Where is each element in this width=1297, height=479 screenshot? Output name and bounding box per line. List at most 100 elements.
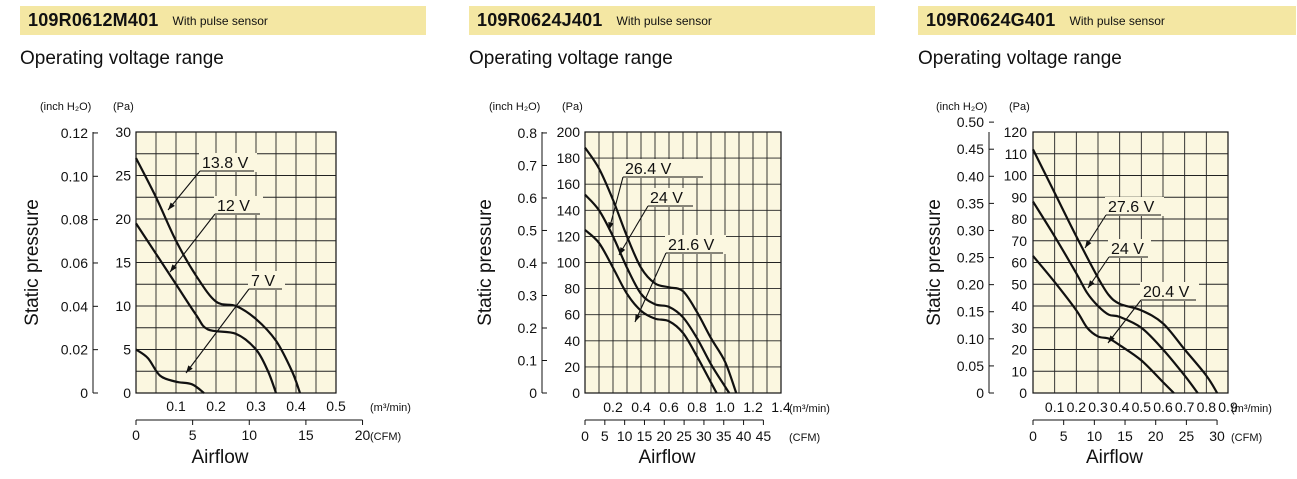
cfm-tick-label: 15: [1117, 428, 1133, 444]
pa-tick-label: 0: [1019, 385, 1027, 401]
cfm-tick-label: 0: [1029, 428, 1037, 444]
series-leader-line: [634, 252, 667, 323]
cfm-tick-label: 0: [581, 428, 589, 444]
m3-tick-label: 0.2: [1067, 399, 1087, 415]
pa-tick-label: 10: [1011, 363, 1027, 379]
cfm-tick-label: 30: [1209, 428, 1225, 444]
pa-tick-label: 60: [1011, 255, 1027, 271]
pa-tick-label: 110: [1005, 146, 1028, 162]
m3-tick-label: 0.6: [1153, 399, 1173, 415]
x-axis-label: Airflow: [191, 447, 248, 468]
cfm-tick-label: 45: [756, 428, 772, 444]
x-unit-m3: (m³/min): [1231, 403, 1272, 415]
m3-tick-label: 1.4: [771, 399, 791, 415]
pa-tick-label: 5: [123, 342, 131, 358]
x-axis-label: Airflow: [1086, 447, 1143, 468]
pq-curve-chart: Static pressure(inch H₂O) (Pa)00.050.100.…: [924, 101, 1272, 468]
series-label-bg: [1140, 282, 1199, 301]
series-line: [584, 147, 738, 394]
m3-tick-label: 0.3: [246, 398, 266, 414]
section-title: Operating voltage range: [918, 48, 1122, 69]
m3-tick-label: 0.9: [1218, 399, 1238, 415]
cfm-tick-label: 15: [637, 428, 653, 444]
m3-tick-label: 0.2: [206, 398, 226, 414]
m3-tick-label: 0.1: [1045, 399, 1065, 415]
inch-tick-label: 0.04: [61, 298, 88, 314]
pa-tick-label: 0: [572, 385, 580, 401]
inch-tick-label: 0.05: [957, 358, 984, 374]
pa-tick-label: 90: [1011, 189, 1027, 205]
pa-tick-label: 25: [115, 168, 131, 184]
inch-tick-label: 0.02: [61, 342, 88, 358]
series-line: [1032, 148, 1219, 394]
y-axis-label: Static pressure: [924, 199, 945, 326]
pa-tick-label: 0: [123, 385, 131, 401]
model-code: 109R0612M401: [28, 10, 159, 30]
y-unit-pa: (Pa): [113, 101, 134, 113]
m3-tick-label: 0.7: [1175, 399, 1195, 415]
inch-tick-label: 0.15: [957, 304, 984, 320]
inch-tick-label: 0.30: [957, 222, 984, 238]
x-axis-label: Airflow: [638, 447, 695, 468]
x-unit-cfm: (CFM): [370, 431, 401, 443]
inch-tick-label: 0.45: [957, 141, 984, 157]
pa-tick-label: 180: [557, 150, 581, 166]
m3-tick-label: 1.2: [743, 399, 763, 415]
m3-tick-label: 0.8: [687, 399, 707, 415]
cfm-tick-label: 15: [298, 427, 314, 443]
cfm-tick-label: 35: [716, 428, 732, 444]
series-label-bg: [199, 153, 257, 172]
cfm-tick-label: 10: [241, 427, 257, 443]
series-leader-arrow: [170, 264, 177, 272]
m3-tick-label: 0.5: [1132, 399, 1152, 415]
cfm-tick-label: 5: [1060, 428, 1068, 444]
inch-tick-label: 0.8: [518, 125, 538, 141]
series-leader-line: [608, 176, 624, 231]
x-unit-cfm: (CFM): [789, 432, 820, 444]
inch-tick-label: 0.08: [61, 212, 88, 228]
pa-tick-label: 15: [115, 255, 131, 271]
series-line: [584, 193, 731, 394]
inch-tick-label: 0.6: [518, 190, 538, 206]
model-code: 109R0624J401: [477, 10, 603, 30]
series-leader-arrow: [186, 365, 193, 373]
series-label-bg: [665, 235, 726, 254]
series-label-bg: [647, 188, 696, 207]
cfm-tick-label: 20: [1148, 428, 1164, 444]
model-note: With pulse sensor: [1069, 13, 1165, 28]
pa-tick-label: 40: [1011, 298, 1027, 314]
m3-tick-label: 0.4: [286, 398, 306, 414]
inch-tick-label: 0.40: [957, 168, 984, 184]
cfm-tick-label: 25: [676, 428, 692, 444]
m3-tick-label: 0.1: [166, 398, 186, 414]
cfm-tick-label: 30: [696, 428, 712, 444]
cfm-tick-label: 40: [736, 428, 752, 444]
series-leader-arrow: [619, 247, 626, 255]
cfm-tick-label: 20: [355, 427, 371, 443]
m3-tick-label: 1.0: [715, 399, 735, 415]
pa-tick-label: 30: [115, 124, 131, 140]
inch-tick-label: 0: [976, 385, 984, 401]
series-label: 26.4 V: [625, 161, 672, 178]
chart-panel-1: 109R0612M401 With pulse sensor Operating…: [20, 0, 450, 479]
m3-tick-label: 0.2: [603, 399, 623, 415]
pa-tick-label: 100: [557, 255, 581, 271]
cfm-tick-label: 5: [601, 428, 609, 444]
pa-tick-label: 40: [564, 333, 580, 349]
y-axis-label: Static pressure: [22, 199, 43, 326]
y-unit-pa: (Pa): [1009, 101, 1030, 113]
series-leader-arrow: [168, 202, 175, 210]
pa-tick-label: 20: [564, 359, 580, 375]
y-unit-inch: (inch H₂O): [489, 101, 540, 113]
m3-tick-label: 0.4: [631, 399, 651, 415]
pa-tick-label: 30: [1011, 320, 1027, 336]
model-header: 109R0624G401 With pulse sensor: [918, 6, 1296, 35]
pa-tick-label: 160: [557, 176, 581, 192]
cfm-tick-label: 10: [617, 428, 633, 444]
cfm-tick-label: 10: [1087, 428, 1103, 444]
inch-tick-label: 0.5: [518, 222, 538, 238]
pa-tick-label: 20: [1011, 342, 1027, 358]
y-axis-label: Static pressure: [475, 199, 496, 326]
inch-tick-label: 0: [529, 385, 537, 401]
grid: [1033, 132, 1228, 393]
